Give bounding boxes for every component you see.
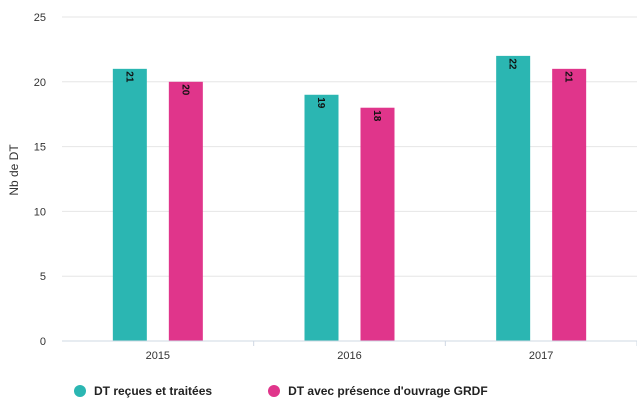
data-label-2015-series-2: 20	[179, 84, 190, 96]
y-tick-label: 5	[40, 271, 46, 283]
y-tick-label: 10	[34, 206, 46, 218]
x-tick-label: 2015	[146, 350, 170, 362]
y-tick-label: 0	[40, 336, 46, 348]
data-label-2017-series-1: 22	[507, 58, 518, 70]
bar-2017-series-1[interactable]	[496, 55, 531, 341]
y-axis-label: Nb de DT	[7, 144, 21, 196]
data-labels: 21 20 19 18 22 21	[123, 58, 573, 121]
legend-label-series-2: DT avec présence d'ouvrage GRDF	[288, 384, 488, 398]
y-tick-label: 20	[34, 77, 46, 89]
y-axis-ticks: 0 5 10 15 20 25	[34, 12, 46, 348]
bar-2015-series-1[interactable]	[112, 68, 147, 341]
bar-2017-series-2[interactable]	[552, 68, 587, 341]
data-label-2016-series-1: 19	[315, 97, 326, 109]
grid-lines	[62, 16, 637, 277]
y-tick-label: 25	[34, 12, 46, 24]
legend-marker-series-2	[268, 385, 281, 397]
bar-2016-series-1[interactable]	[304, 94, 339, 341]
legend: DT reçues et traitées DT avec présence d…	[74, 384, 544, 398]
bar-2015-series-2[interactable]	[168, 81, 203, 342]
x-axis-ticks: 2015 2016 2017	[146, 341, 637, 362]
data-label-2015-series-1: 21	[123, 71, 134, 83]
legend-item-series-1[interactable]: DT reçues et traitées	[74, 384, 212, 398]
legend-item-series-2[interactable]: DT avec présence d'ouvrage GRDF	[268, 384, 488, 398]
bars	[112, 55, 587, 342]
x-tick-label: 2016	[337, 350, 361, 362]
data-label-2017-series-2: 21	[563, 71, 574, 83]
y-tick-label: 15	[34, 142, 46, 154]
bar-2016-series-2[interactable]	[360, 107, 395, 341]
legend-marker-series-1	[74, 385, 86, 397]
x-tick-label: 2017	[529, 350, 553, 362]
legend-label-series-1: DT reçues et traitées	[94, 384, 213, 398]
data-label-2016-series-2: 18	[371, 110, 382, 122]
